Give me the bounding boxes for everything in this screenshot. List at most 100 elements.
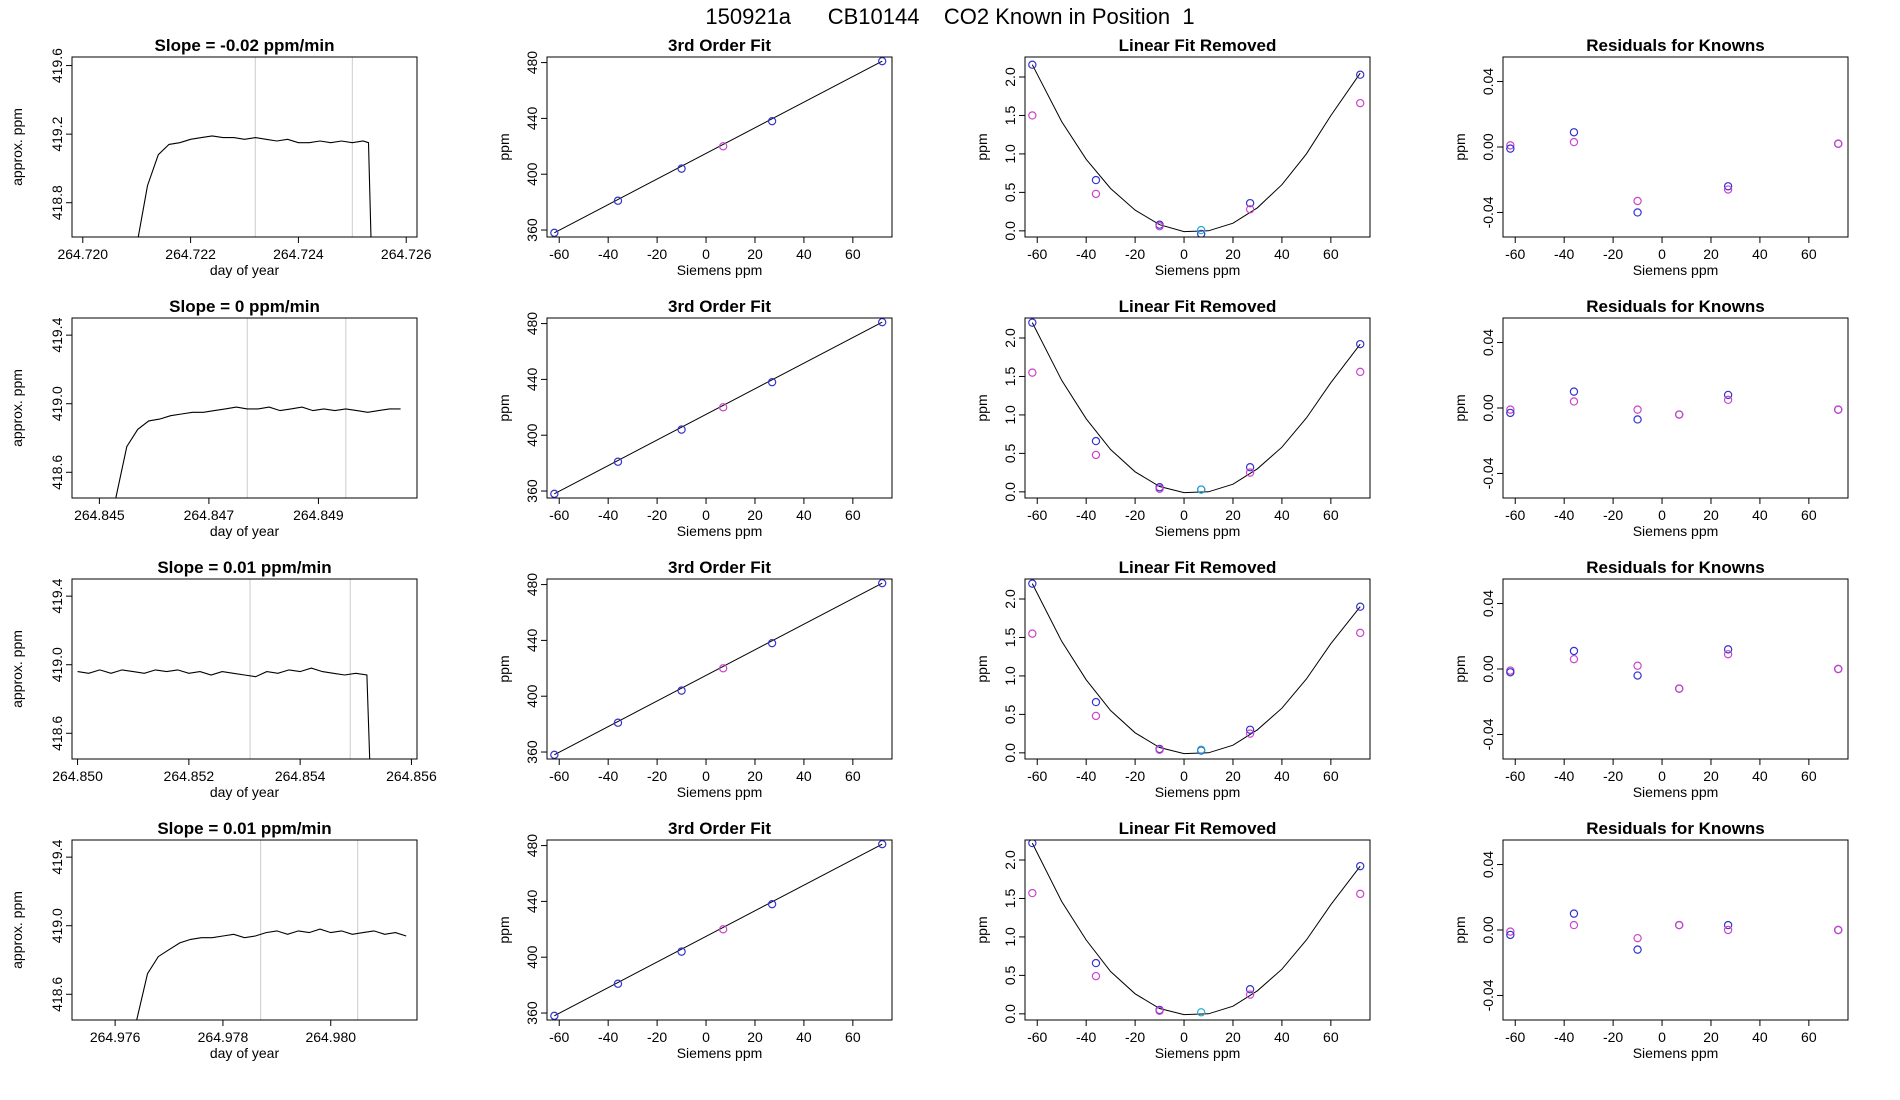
data-point bbox=[1028, 629, 1037, 638]
x-tick-label: 40 bbox=[796, 1029, 812, 1045]
data-point bbox=[1155, 222, 1164, 231]
x-tick-label: -20 bbox=[647, 507, 667, 523]
data-point bbox=[1356, 70, 1365, 79]
x-tick-label: 264.854 bbox=[275, 768, 326, 784]
panel-title: Residuals for Knowns bbox=[1586, 819, 1765, 838]
y-tick-label: -0.04 bbox=[1480, 979, 1496, 1011]
x-tick-label: -20 bbox=[1603, 507, 1623, 523]
y-tick-label: 418.6 bbox=[49, 455, 65, 490]
y-axis-label: ppm bbox=[496, 655, 512, 682]
panel-r2-c3: Linear Fit Removed -60 -40 -20 0 20 40 60 0.0 0.5… bbox=[974, 297, 1371, 539]
x-tick-label: 20 bbox=[1225, 507, 1241, 523]
plot-area bbox=[1506, 645, 1843, 693]
plot-frame bbox=[546, 839, 893, 1021]
y-tick-label: -0.04 bbox=[1480, 457, 1496, 489]
y-tick-label: 0.04 bbox=[1480, 68, 1496, 95]
y-tick-label: -0.04 bbox=[1480, 196, 1496, 228]
x-tick-label: -60 bbox=[549, 246, 569, 262]
x-tick-label: -40 bbox=[598, 507, 618, 523]
x-tick-label: -60 bbox=[1505, 1029, 1525, 1045]
data-point bbox=[550, 228, 559, 237]
x-tick-label: 40 bbox=[1752, 768, 1768, 784]
data-point bbox=[1633, 671, 1642, 680]
y-tick-label: 0.00 bbox=[1480, 133, 1496, 160]
data-point bbox=[1091, 189, 1101, 199]
data-point bbox=[1506, 668, 1515, 677]
y-tick-label: 360 bbox=[524, 479, 540, 503]
plot-area bbox=[550, 57, 887, 237]
data-point bbox=[1723, 645, 1733, 654]
y-tick-label: 440 bbox=[524, 107, 540, 131]
y-axis-label: ppm bbox=[1452, 133, 1468, 160]
data-point bbox=[1506, 144, 1515, 153]
x-tick-label: 20 bbox=[1703, 1029, 1719, 1045]
data-point bbox=[767, 899, 777, 909]
x-axis-label: Siemens ppm bbox=[1633, 1045, 1719, 1061]
plot-frame bbox=[1024, 578, 1371, 760]
x-tick-label: 264.852 bbox=[164, 768, 215, 784]
x-tick-label: -60 bbox=[1027, 246, 1047, 262]
x-tick-label: 0 bbox=[702, 246, 710, 262]
x-tick-label: 60 bbox=[845, 1029, 861, 1045]
x-tick-label: -60 bbox=[1505, 246, 1525, 262]
y-tick-label: 419.0 bbox=[49, 908, 65, 943]
x-axis-label: day of year bbox=[210, 784, 280, 800]
y-axis-label: ppm bbox=[1452, 394, 1468, 421]
plot-frame bbox=[1502, 839, 1849, 1021]
panel-r1-c4: Residuals for Knowns -60 -40 -20 0 20 40 60 -0.0… bbox=[1452, 36, 1849, 278]
x-tick-label: -20 bbox=[1125, 768, 1145, 784]
data-point bbox=[1506, 141, 1515, 150]
data-point bbox=[1091, 958, 1101, 968]
y-tick-label: 0.5 bbox=[1002, 443, 1018, 463]
x-tick-label: 20 bbox=[1703, 768, 1719, 784]
y-tick-label: 419.6 bbox=[49, 48, 65, 83]
data-point bbox=[767, 116, 777, 126]
x-tick-label: 0 bbox=[1658, 1029, 1666, 1045]
data-point bbox=[1196, 485, 1206, 494]
plot-frame bbox=[1024, 56, 1371, 238]
x-tick-label: -20 bbox=[1125, 507, 1145, 523]
data-point bbox=[1723, 185, 1733, 194]
plot-frame bbox=[71, 317, 418, 499]
x-axis-label: Siemens ppm bbox=[677, 1045, 763, 1061]
plot-area bbox=[1506, 128, 1843, 217]
y-tick-label: 1.0 bbox=[1002, 144, 1018, 164]
y-tick-label: 1.0 bbox=[1002, 927, 1018, 947]
x-tick-label: -60 bbox=[1027, 507, 1047, 523]
x-tick-label: -20 bbox=[1125, 1029, 1145, 1045]
plot-area bbox=[77, 667, 371, 759]
data-point bbox=[677, 686, 686, 695]
x-tick-label: 20 bbox=[747, 507, 763, 523]
y-tick-label: 1.5 bbox=[1002, 628, 1018, 648]
y-tick-label: 400 bbox=[524, 423, 540, 447]
x-tick-label: 40 bbox=[1274, 507, 1290, 523]
x-tick-label: -40 bbox=[1554, 507, 1574, 523]
data-point bbox=[1028, 318, 1037, 327]
data-point bbox=[1506, 408, 1515, 418]
panel-r2-c1: Slope = 0 ppm/min 264.845 264.847 264.849 41… bbox=[9, 297, 418, 539]
fit-curve bbox=[554, 60, 883, 234]
x-tick-label: 60 bbox=[845, 768, 861, 784]
x-tick-label: -40 bbox=[1554, 1029, 1574, 1045]
data-point bbox=[1633, 933, 1642, 943]
y-tick-label: 0.5 bbox=[1002, 182, 1018, 202]
x-tick-label: -60 bbox=[549, 768, 569, 784]
data-point bbox=[1091, 711, 1101, 721]
x-axis-label: Siemens ppm bbox=[677, 784, 763, 800]
panel-title: 3rd Order Fit bbox=[668, 558, 771, 577]
plot-frame bbox=[1502, 578, 1849, 760]
plot-area bbox=[115, 406, 401, 498]
y-tick-label: 419.2 bbox=[49, 116, 65, 151]
data-point bbox=[1506, 930, 1515, 940]
x-axis-label: day of year bbox=[210, 262, 280, 278]
y-axis-label: approx. ppm bbox=[9, 630, 25, 708]
series-line bbox=[136, 928, 407, 1020]
data-point bbox=[1723, 925, 1733, 935]
y-tick-label: 440 bbox=[524, 890, 540, 914]
data-point bbox=[718, 925, 728, 934]
data-point bbox=[1506, 405, 1515, 414]
x-tick-label: 0 bbox=[1180, 768, 1188, 784]
x-tick-label: 40 bbox=[796, 507, 812, 523]
figure-title: 150921a CB10144 CO2 Known in Position 1 bbox=[705, 4, 1195, 29]
data-point bbox=[1569, 128, 1579, 137]
